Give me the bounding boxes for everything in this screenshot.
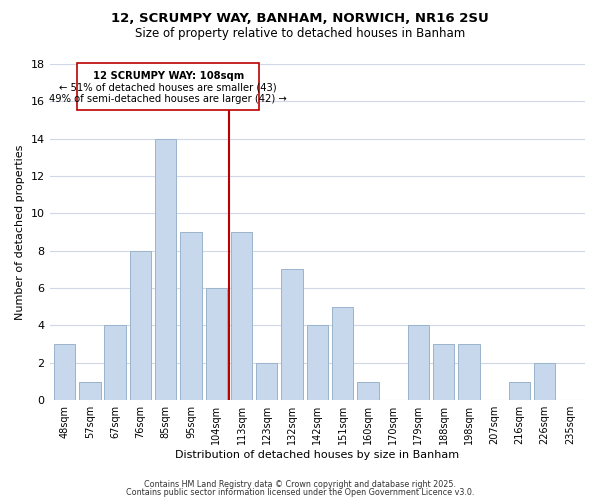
Text: 49% of semi-detached houses are larger (42) →: 49% of semi-detached houses are larger (…	[49, 94, 287, 104]
Y-axis label: Number of detached properties: Number of detached properties	[15, 144, 25, 320]
Text: ← 51% of detached houses are smaller (43): ← 51% of detached houses are smaller (43…	[59, 82, 277, 92]
Bar	[130, 251, 151, 400]
Text: 12 SCRUMPY WAY: 108sqm: 12 SCRUMPY WAY: 108sqm	[92, 72, 244, 82]
Bar	[307, 326, 328, 400]
Bar	[79, 382, 101, 400]
Text: 12, SCRUMPY WAY, BANHAM, NORWICH, NR16 2SU: 12, SCRUMPY WAY, BANHAM, NORWICH, NR16 2…	[111, 12, 489, 26]
X-axis label: Distribution of detached houses by size in Banham: Distribution of detached houses by size …	[175, 450, 460, 460]
Bar	[206, 288, 227, 400]
Bar	[509, 382, 530, 400]
Bar	[256, 363, 277, 400]
Text: Contains HM Land Registry data © Crown copyright and database right 2025.: Contains HM Land Registry data © Crown c…	[144, 480, 456, 489]
FancyBboxPatch shape	[77, 63, 259, 110]
Bar	[534, 363, 556, 400]
Bar	[357, 382, 379, 400]
Text: Size of property relative to detached houses in Banham: Size of property relative to detached ho…	[135, 28, 465, 40]
Bar	[231, 232, 252, 400]
Bar	[407, 326, 429, 400]
Bar	[332, 307, 353, 400]
Bar	[54, 344, 76, 400]
Text: Contains public sector information licensed under the Open Government Licence v3: Contains public sector information licen…	[126, 488, 474, 497]
Bar	[458, 344, 479, 400]
Bar	[281, 270, 303, 400]
Bar	[180, 232, 202, 400]
Bar	[433, 344, 454, 400]
Bar	[104, 326, 126, 400]
Bar	[155, 138, 176, 400]
